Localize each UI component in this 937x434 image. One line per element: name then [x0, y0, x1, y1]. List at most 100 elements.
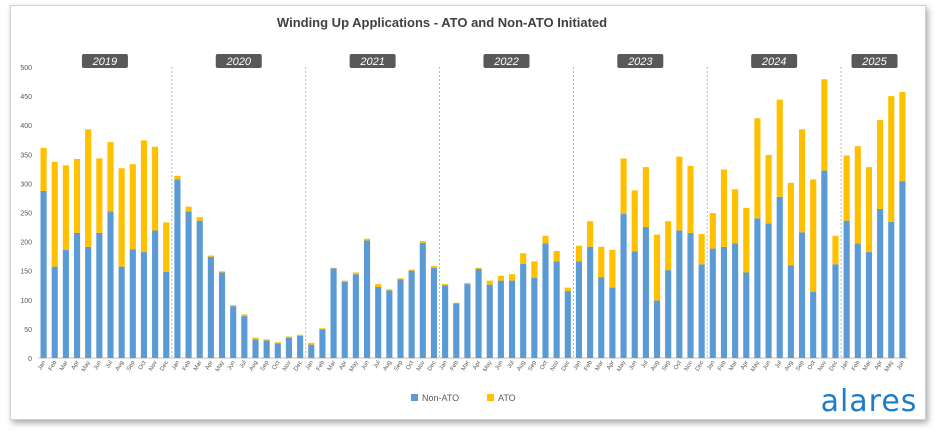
bar-ato	[865, 167, 873, 253]
bar-ato	[375, 284, 382, 287]
bar-non-ato	[330, 268, 337, 358]
year-badge: 2021	[349, 54, 396, 68]
bar-ato	[174, 175, 181, 180]
bar-non-ato	[542, 243, 549, 358]
year-badge: 2022	[483, 54, 530, 68]
x-tick-label: Sep	[661, 359, 672, 372]
bar-non-ato	[408, 270, 415, 358]
x-tick-label: Apr	[874, 360, 884, 371]
x-tick-label: Jun	[227, 360, 237, 371]
y-tick-label: 50	[24, 327, 32, 334]
x-tick-label: Dec	[159, 360, 170, 372]
x-tick-label: Jul	[105, 360, 114, 370]
x-tick-label: Jul	[507, 360, 516, 370]
bar-ato	[754, 118, 761, 219]
bar-non-ato	[564, 291, 571, 358]
bar-ato	[553, 250, 560, 262]
x-tick-label: Mar	[461, 360, 471, 372]
bar-non-ato	[665, 270, 672, 358]
bar-non-ato	[163, 271, 170, 358]
x-tick-label: Oct	[673, 360, 683, 371]
x-tick-label: Jan	[439, 360, 449, 371]
year-badge: 2023	[617, 54, 664, 68]
bar-non-ato	[274, 343, 281, 358]
year-badge-bg	[617, 54, 664, 68]
bar-non-ato	[118, 266, 125, 358]
x-tick-label: Aug	[383, 360, 394, 372]
bar-ato	[397, 278, 404, 280]
bar-ato	[854, 146, 861, 244]
x-tick-label: Sep	[795, 359, 806, 372]
bar-ato	[442, 284, 449, 286]
y-tick-label: 400	[20, 123, 32, 130]
bar-ato	[274, 342, 281, 344]
bar-ato	[107, 142, 114, 212]
bar-ato	[732, 189, 739, 244]
bar-non-ato	[397, 279, 404, 358]
x-tick-label: Jan	[706, 360, 716, 371]
x-tick-label: Aug	[249, 360, 260, 372]
x-tick-label: Apr	[71, 360, 81, 371]
x-tick-label: Aug	[115, 360, 126, 372]
x-tick-label: May	[349, 360, 360, 373]
x-tick-label: Mar	[193, 360, 203, 372]
bar-ato	[698, 234, 705, 265]
bar-non-ato	[107, 211, 114, 358]
x-tick-label: Oct	[807, 360, 817, 371]
legend-item: ATO	[487, 393, 516, 403]
bar-ato	[330, 267, 337, 269]
x-tick-label: Mar	[728, 360, 738, 372]
bar-ato	[185, 206, 192, 212]
bar-non-ato	[386, 290, 393, 358]
bar-ato	[475, 267, 482, 269]
x-tick-label: Oct	[272, 360, 282, 371]
bar-non-ato	[553, 261, 560, 358]
legend-swatch	[411, 394, 418, 401]
bar-ato	[430, 266, 438, 268]
x-tick-label: May	[616, 360, 627, 373]
x-tick-label: Jun	[896, 360, 906, 371]
bar-ato	[497, 275, 504, 281]
legend-label: ATO	[498, 393, 516, 403]
bar-non-ato	[810, 291, 817, 358]
bar-non-ato	[598, 277, 605, 358]
bar-ato	[419, 241, 426, 243]
year-badge-bg	[483, 54, 530, 68]
y-tick-label: 450	[20, 94, 32, 101]
x-tick-label: Oct	[138, 360, 148, 371]
legend-label: Non-ATO	[422, 393, 459, 403]
x-tick-label: Apr	[606, 360, 616, 371]
x-tick-label: Nov	[818, 360, 829, 372]
x-tick-label: Jul	[774, 360, 783, 370]
bar-ato	[843, 155, 850, 221]
x-tick-label: Feb	[450, 359, 461, 372]
x-tick-label: May	[215, 360, 226, 373]
bar-ato	[542, 235, 549, 244]
bar-non-ato	[743, 272, 750, 358]
bar-non-ato	[85, 246, 92, 358]
year-badge: 2025	[851, 54, 898, 68]
bar-non-ato	[375, 286, 382, 358]
bar-non-ato	[207, 256, 214, 358]
bar-non-ato	[620, 213, 627, 358]
bar-ato	[877, 119, 884, 210]
bar-non-ato	[776, 196, 783, 358]
x-tick-label: Nov	[684, 360, 695, 372]
x-tick-label: May	[884, 360, 895, 373]
y-tick-label: 250	[20, 211, 32, 218]
bar-non-ato	[508, 280, 516, 358]
x-tick-label: Nov	[148, 360, 159, 372]
x-tick-label: Jul	[373, 360, 382, 370]
bar-non-ato	[587, 246, 594, 358]
x-tick-label: Feb	[316, 359, 327, 372]
bar-non-ato	[363, 240, 371, 358]
chart-legend: Non-ATO ATO	[411, 393, 516, 403]
x-tick-label: Feb	[583, 359, 594, 372]
x-tick-label: Dec	[829, 360, 840, 372]
x-tick-label: Apr	[472, 360, 482, 371]
x-tick-label: Oct	[539, 360, 549, 371]
x-tick-label: Jun	[628, 360, 638, 371]
x-tick-label: Dec	[561, 360, 572, 372]
x-tick-label: Mar	[595, 360, 605, 372]
bar-non-ato	[341, 281, 348, 358]
